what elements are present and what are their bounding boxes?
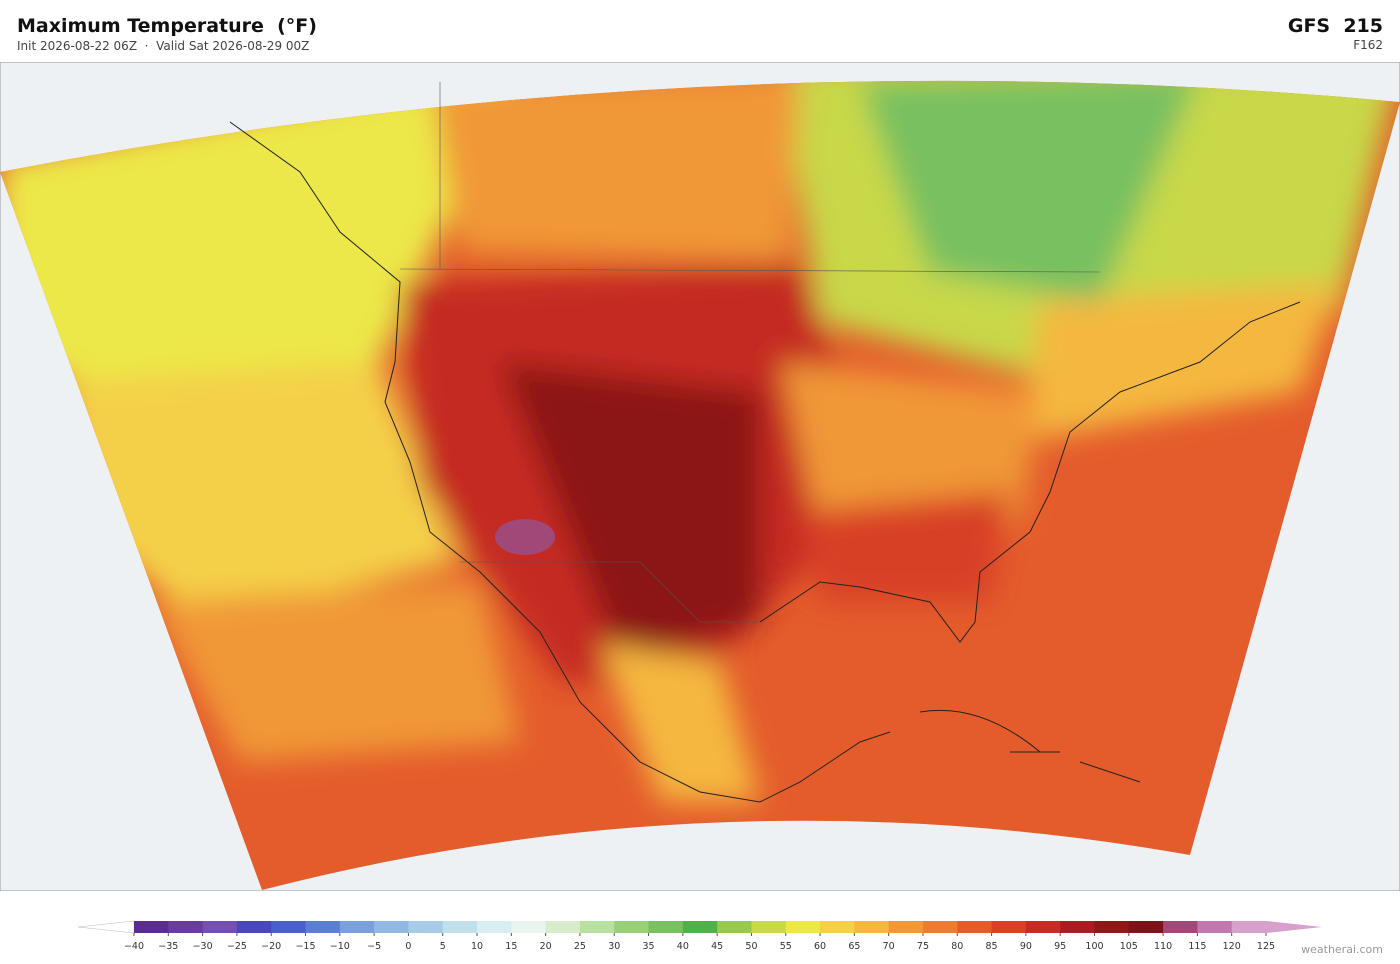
color-bin: [648, 921, 684, 933]
color-bin: [1163, 921, 1198, 933]
map: [0, 62, 1400, 891]
tick-label: 5: [440, 941, 446, 952]
color-bin: [1094, 921, 1130, 933]
tick-label: 105: [1120, 941, 1138, 952]
tick-label: 125: [1257, 941, 1275, 952]
tick-label: 30: [608, 941, 620, 952]
credit: weatherai.com: [1301, 943, 1383, 956]
colorbar: −40 −35 −30 −25 −20 −15 −10 −5 0 5 10 15 20 25 30 35 40 4…: [77, 920, 1322, 952]
color-bin: [614, 921, 650, 933]
color-bin: [579, 921, 615, 933]
forecast-hour: F162: [1353, 38, 1383, 52]
hot-spot: [495, 519, 555, 555]
color-bin: [922, 921, 958, 933]
tick-label: 75: [917, 941, 929, 952]
tick-label: 10: [471, 941, 483, 952]
title: Maximum Temperature (°F): [17, 15, 317, 37]
color-bin: [785, 921, 821, 933]
tick-label: 65: [848, 941, 860, 952]
color-bin: [339, 921, 375, 933]
color-bin: [991, 921, 1027, 933]
color-bin: [1197, 921, 1233, 933]
tick-label: 50: [745, 941, 757, 952]
color-bin: [236, 921, 272, 933]
color-bin: [820, 921, 855, 933]
tick-label: −5: [367, 941, 381, 952]
color-bin: [271, 921, 307, 933]
temperature-field: [0, 80, 1400, 890]
coastlines: [229, 121, 1301, 803]
tick-label: 35: [642, 941, 654, 952]
subtitle: Init 2026-08-22 06Z · Valid Sat 2026-08-…: [17, 39, 310, 53]
color-bin: [511, 921, 547, 933]
color-bin: [374, 921, 409, 933]
tick-label: −30: [193, 941, 213, 952]
tick-label: 110: [1154, 941, 1172, 952]
tick-label: 70: [883, 941, 895, 952]
color-bin: [134, 921, 169, 933]
color-bin: [1025, 921, 1061, 933]
color-bin: [202, 921, 238, 933]
over-extension: [1266, 921, 1322, 933]
color-bin: [957, 921, 993, 933]
color-bin: [888, 921, 924, 933]
color-bin: [682, 921, 718, 933]
model: GFS 215: [1287, 15, 1383, 37]
tick-label: 115: [1188, 941, 1206, 952]
color-bin: [1128, 921, 1164, 933]
tick-label: −35: [158, 941, 178, 952]
tick-label: 80: [951, 941, 963, 952]
color-bin: [408, 921, 444, 933]
tick-label: −20: [261, 941, 281, 952]
borders: [399, 82, 1101, 623]
tick-label: 85: [986, 941, 998, 952]
color-bin: [545, 921, 581, 933]
color-bin: [168, 921, 204, 933]
color-bin: [717, 921, 752, 933]
tick-label: −15: [295, 941, 315, 952]
tick-label: 55: [780, 941, 792, 952]
tick-label: 90: [1020, 941, 1032, 952]
tick-label: 95: [1054, 941, 1066, 952]
color-bin: [305, 921, 341, 933]
tick-label: 0: [405, 941, 411, 952]
color-bin: [1060, 921, 1095, 933]
color-bin: [1231, 921, 1267, 933]
tick-label: 100: [1085, 941, 1103, 952]
tick-label: −10: [330, 941, 350, 952]
tick-label: 20: [540, 941, 552, 952]
tick-label: 45: [711, 941, 723, 952]
color-bin: [751, 921, 787, 933]
color-bin: [477, 921, 512, 933]
tick-label: 15: [505, 941, 517, 952]
tick-label: −25: [227, 941, 247, 952]
color-bin: [442, 921, 478, 933]
tick-label: 40: [677, 941, 689, 952]
tick-label: −40: [124, 941, 144, 952]
tick-label: 60: [814, 941, 826, 952]
tick-label: 25: [574, 941, 586, 952]
color-bin: [854, 921, 890, 933]
tick-label: 120: [1223, 941, 1241, 952]
under-extension: [77, 920, 135, 934]
